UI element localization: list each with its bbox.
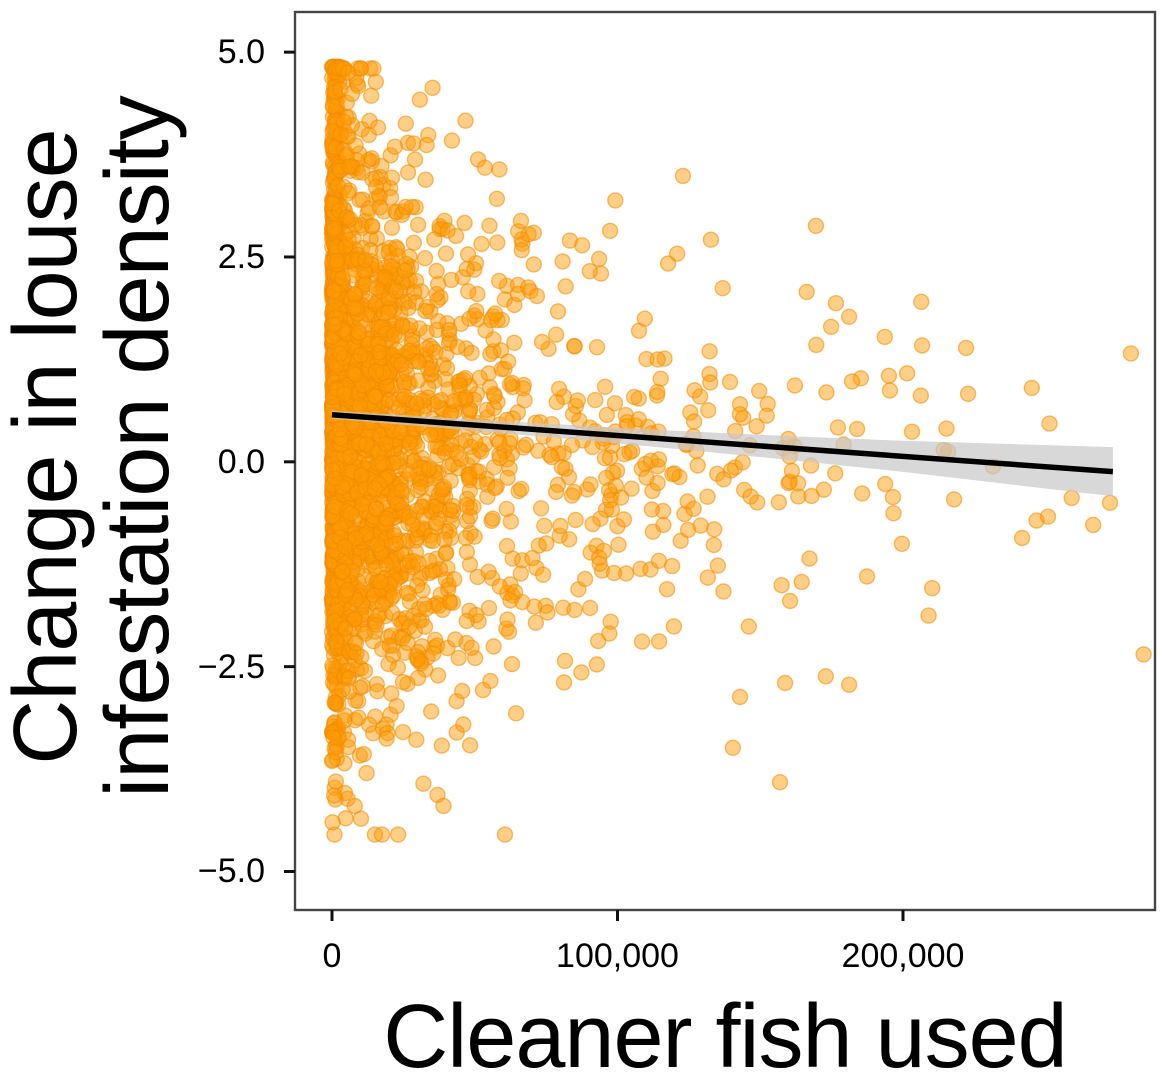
data-point [339, 64, 357, 81]
data-point [476, 159, 494, 176]
data-point [858, 568, 876, 585]
data-point [881, 382, 899, 399]
data-point [411, 91, 429, 108]
y-axis-title-line1: Change in louse [0, 129, 96, 765]
data-point [1013, 529, 1031, 547]
trend-line [331, 411, 1114, 475]
x-tick-label: 200,000 [841, 937, 965, 975]
data-point [959, 385, 977, 402]
data-point [829, 419, 847, 436]
data-point [731, 688, 749, 706]
data-point [496, 826, 514, 843]
data-point [443, 132, 461, 149]
data-point [884, 488, 902, 506]
data-point [601, 222, 619, 240]
data-point [1084, 516, 1102, 534]
y-tick-label: −2.5 [197, 647, 265, 686]
data-point [807, 217, 825, 235]
y-tick-label: 0.0 [217, 442, 265, 481]
data-point [674, 167, 692, 185]
data-point [740, 618, 757, 635]
data-point [893, 535, 911, 552]
confidence-band [332, 410, 1113, 497]
data-point [369, 119, 387, 136]
x-tick-label: 100,000 [556, 937, 679, 975]
data-point [840, 308, 858, 325]
axis-ticks [284, 50, 905, 921]
y-tick-label: 5.0 [217, 33, 265, 72]
x-tick-label: 0 [322, 937, 342, 975]
data-point [512, 212, 530, 230]
y-tick-label: 2.5 [217, 237, 265, 276]
data-point [724, 739, 742, 756]
y-tick-label: −5.0 [197, 852, 265, 891]
x-axis-title: Cleaner fish used [383, 987, 1067, 1085]
data-point [771, 774, 789, 791]
data-point [776, 674, 794, 692]
data-point [840, 676, 858, 693]
data-point [1039, 508, 1057, 525]
data-point [1063, 489, 1080, 507]
scatter-accent-points [339, 64, 1119, 843]
data-point [1101, 494, 1119, 511]
data-point [957, 339, 975, 357]
data-point [913, 337, 931, 354]
